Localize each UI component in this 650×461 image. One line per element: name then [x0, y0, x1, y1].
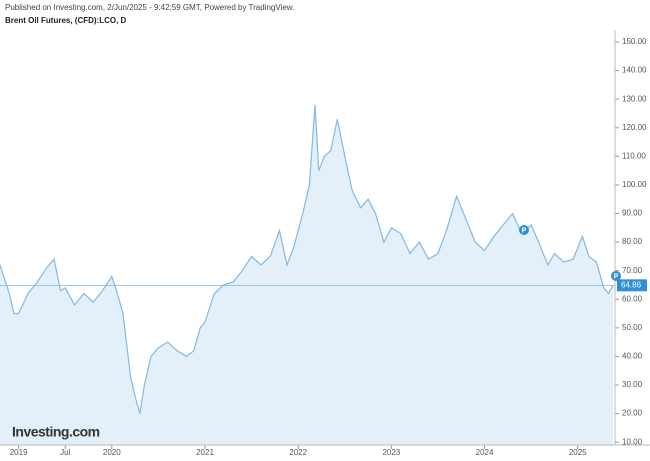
event-marker: [519, 225, 529, 235]
x-tick-label: 2020: [103, 448, 121, 457]
y-tick-label: 70.00: [622, 266, 643, 275]
y-tick-label: 60.00: [622, 294, 643, 303]
event-marker: [611, 271, 621, 281]
plot-area: 10.00 20.00 30.00 40.00 50.00 60.00 70.00 80.00…: [0, 30, 650, 457]
event-marker-icon: P: [614, 273, 619, 280]
y-tick-label: 150.00: [622, 37, 647, 46]
y-tick-label: 30.00: [622, 380, 643, 389]
last-price-box: [617, 279, 647, 292]
y-tick-label: 140.00: [622, 66, 647, 75]
y-tick-label: 80.00: [622, 237, 643, 246]
x-tick-label: 2023: [382, 448, 400, 457]
x-tick-label: Jul: [60, 448, 70, 457]
price-line: [0, 104, 614, 414]
y-tick-label: 20.00: [622, 409, 643, 418]
area-fill: [0, 104, 614, 446]
y-tick-label: 50.00: [622, 323, 643, 332]
event-marker-icon: P: [522, 227, 527, 234]
y-tick-label: 110.00: [622, 151, 646, 160]
y-tick-label: 40.00: [622, 352, 643, 361]
chart-title: Brent Oil Futures, (CFD):LCO, D: [5, 16, 127, 25]
y-tick-label: 100.00: [622, 180, 647, 189]
y-tick-label: 10.00: [622, 437, 643, 446]
y-tick-label: 130.00: [622, 94, 647, 103]
watermark: Investing.com: [12, 424, 100, 440]
chart-subtitle: Published on Investing.com, 2/Jun/2025 -…: [5, 3, 294, 12]
x-tick-label: 2019: [10, 448, 28, 457]
y-tick-label: 120.00: [622, 123, 647, 132]
x-tick-label: 2021: [196, 448, 214, 457]
y-tick-label: 90.00: [622, 209, 643, 218]
x-tick-label: 2022: [289, 448, 307, 457]
x-tick-label: 2024: [476, 448, 494, 457]
last-price-label: 64.86: [621, 280, 642, 289]
x-tick-label: 2025: [569, 448, 587, 457]
